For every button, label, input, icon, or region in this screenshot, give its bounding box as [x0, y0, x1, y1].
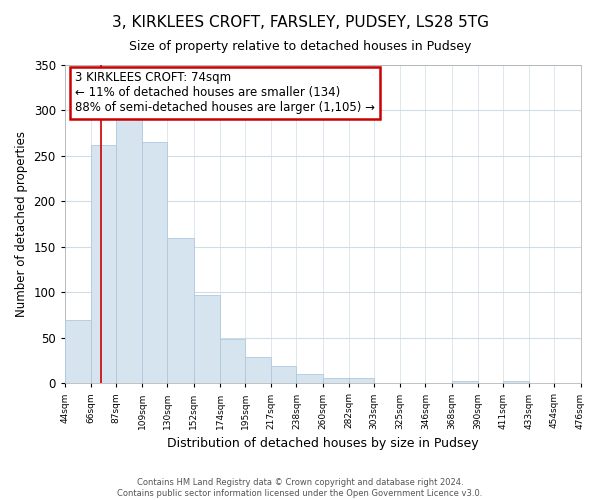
Bar [65, 320, 91, 384]
Bar [503, 382, 529, 384]
Text: 3 KIRKLEES CROFT: 74sqm
← 11% of detached houses are smaller (134)
88% of semi-d: 3 KIRKLEES CROFT: 74sqm ← 11% of detache… [75, 72, 375, 114]
Bar [116, 118, 142, 384]
Bar [91, 145, 116, 384]
X-axis label: Distribution of detached houses by size in Pudsey: Distribution of detached houses by size … [167, 437, 478, 450]
Text: 3, KIRKLEES CROFT, FARSLEY, PUDSEY, LS28 5TG: 3, KIRKLEES CROFT, FARSLEY, PUDSEY, LS28… [112, 15, 488, 30]
Text: Size of property relative to detached houses in Pudsey: Size of property relative to detached ho… [129, 40, 471, 53]
Bar [167, 238, 194, 384]
Bar [142, 142, 167, 384]
Bar [296, 374, 323, 384]
Text: Contains HM Land Registry data © Crown copyright and database right 2024.
Contai: Contains HM Land Registry data © Crown c… [118, 478, 482, 498]
Bar [220, 338, 245, 384]
Bar [452, 380, 478, 384]
Bar [349, 378, 374, 384]
Bar [194, 295, 220, 384]
Bar [271, 366, 296, 384]
Bar [245, 357, 271, 384]
Y-axis label: Number of detached properties: Number of detached properties [15, 131, 28, 317]
Bar [323, 378, 349, 384]
